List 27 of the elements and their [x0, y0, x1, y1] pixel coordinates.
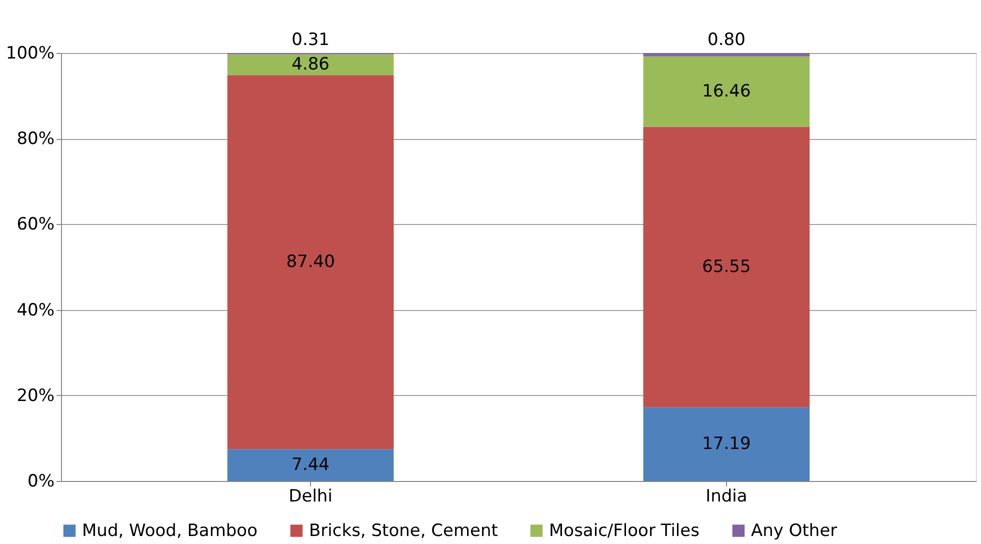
y-tick-label: 0% — [28, 472, 54, 492]
bar — [643, 53, 810, 56]
bar — [643, 126, 810, 408]
bar — [227, 75, 394, 450]
y-tick-label: 40% — [16, 300, 54, 320]
y-tick-label: 80% — [16, 129, 54, 150]
data-label: 4.86 — [292, 54, 330, 75]
data-label: 87.40 — [286, 252, 335, 272]
data-label: 16.46 — [702, 82, 751, 102]
y-tick-label: 100% — [6, 44, 54, 64]
bar — [227, 54, 394, 76]
data-label: 0.31 — [292, 30, 330, 50]
data-label: 0.80 — [708, 30, 746, 50]
legend-label: Mud, Wood, Bamboo — [82, 520, 258, 541]
data-label: 7.44 — [292, 455, 330, 476]
legend-label: Any Other — [751, 520, 838, 541]
y-tick-label: 20% — [16, 386, 54, 406]
x-tick-label: Delhi — [288, 486, 332, 506]
bar — [643, 56, 810, 127]
legend-label: Bricks, Stone, Cement — [309, 520, 498, 541]
data-label: 17.19 — [702, 434, 751, 454]
bar — [643, 407, 810, 481]
data-label: 65.55 — [702, 257, 751, 278]
bar — [227, 449, 394, 481]
y-tick-label: 60% — [16, 214, 54, 235]
x-tick-label: India — [706, 486, 748, 506]
legend-label: Mosaic/Floor Tiles — [549, 520, 700, 541]
